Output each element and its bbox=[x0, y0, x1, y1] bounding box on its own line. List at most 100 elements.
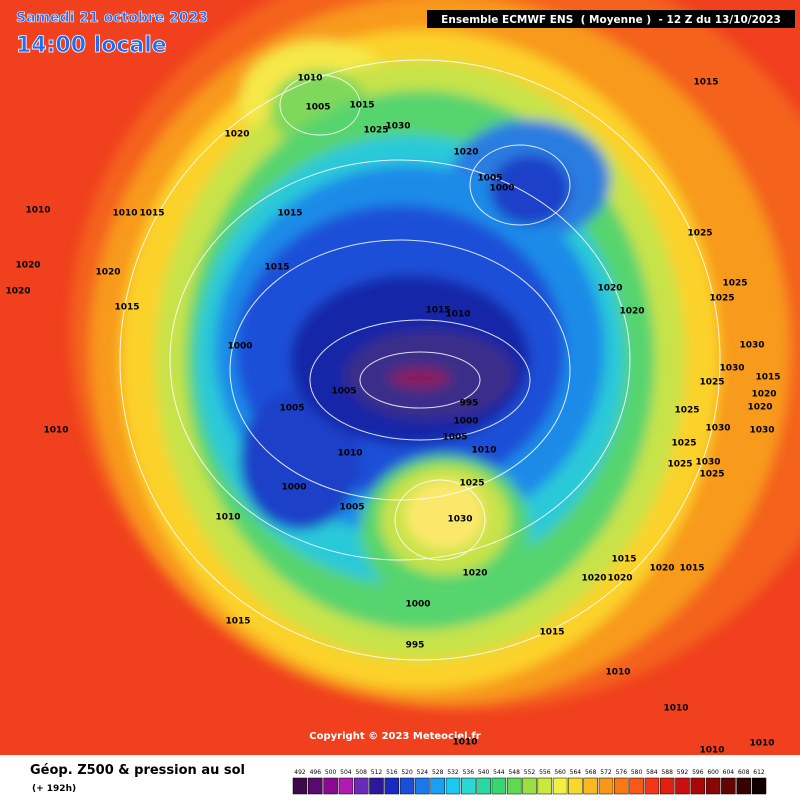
isobar-label: 1010 bbox=[43, 426, 68, 436]
isobar-label: 1005 bbox=[331, 387, 356, 397]
scale-swatch bbox=[736, 777, 751, 795]
scale-swatch bbox=[308, 777, 323, 795]
scale-label: 556 bbox=[539, 769, 551, 776]
scale-swatch bbox=[506, 777, 522, 795]
isobar-label: 1025 bbox=[699, 378, 724, 388]
isobar-label: 1015 bbox=[539, 628, 564, 638]
scale-label: 588 bbox=[661, 769, 673, 776]
scale-swatch bbox=[430, 777, 445, 795]
isobar-label: 1000 bbox=[405, 600, 430, 610]
isobar-label: 1025 bbox=[674, 406, 699, 416]
isobar-label: 1020 bbox=[649, 564, 674, 574]
isobar-label: 1005 bbox=[442, 433, 467, 443]
scale-label: 544 bbox=[493, 769, 505, 776]
isobar-label: 1010 bbox=[749, 739, 774, 749]
geopotential-field bbox=[0, 0, 800, 755]
scale-label: 576 bbox=[616, 769, 628, 776]
scale-swatch bbox=[491, 777, 507, 795]
scale-swatch bbox=[721, 777, 736, 795]
scale-label: 600 bbox=[707, 769, 719, 776]
isobar-label: 1000 bbox=[489, 184, 514, 194]
scale-label: 548 bbox=[508, 769, 520, 776]
isobar-label: 1015 bbox=[139, 209, 164, 219]
isobar-label: 1005 bbox=[477, 174, 502, 184]
isobar-label: 1030 bbox=[385, 122, 410, 132]
scale-swatch bbox=[384, 777, 400, 795]
isobar-label: 1025 bbox=[667, 460, 692, 470]
copyright: Copyright © 2023 Meteociel.fr bbox=[309, 731, 480, 742]
isobar-label: 1015 bbox=[693, 78, 718, 88]
scale-label: 532 bbox=[447, 769, 459, 776]
scale-label: 572 bbox=[600, 769, 612, 776]
scale-swatch bbox=[522, 777, 537, 795]
isobar-label: 1015 bbox=[225, 617, 250, 627]
isobar-label: 1010 bbox=[215, 513, 240, 523]
isobar-label: 995 bbox=[460, 399, 479, 409]
isobar-label: 1030 bbox=[739, 341, 764, 351]
footer-title: Géop. Z500 & pression au sol bbox=[30, 763, 245, 778]
scale-swatch bbox=[476, 777, 491, 795]
scale-label: 568 bbox=[585, 769, 597, 776]
scale-label: 608 bbox=[738, 769, 750, 776]
isobar-label: 1005 bbox=[339, 503, 364, 513]
isobar-label: 1025 bbox=[722, 279, 747, 289]
isobar-label: 995 bbox=[406, 641, 425, 651]
scale-swatch bbox=[445, 777, 461, 795]
scale-swatch bbox=[399, 777, 415, 795]
isobar-label: 1015 bbox=[114, 303, 139, 313]
scale-swatch bbox=[598, 777, 614, 795]
isobar-label: 1020 bbox=[15, 261, 40, 271]
isobar-label: 1010 bbox=[605, 668, 630, 678]
scale-label: 528 bbox=[432, 769, 444, 776]
scale-swatch bbox=[583, 777, 598, 795]
isobar-label: 1000 bbox=[227, 342, 252, 352]
isobar-label: 1030 bbox=[695, 458, 720, 468]
isobar-label: 1015 bbox=[611, 555, 636, 565]
isobar-label: 1025 bbox=[687, 229, 712, 239]
isobar-label: 1000 bbox=[281, 483, 306, 493]
scale-label: 500 bbox=[325, 769, 337, 776]
scale-label: 584 bbox=[646, 769, 658, 776]
isobar-label: 1020 bbox=[607, 574, 632, 584]
time: 14:00 locale bbox=[16, 33, 167, 58]
scale-label: 508 bbox=[355, 769, 367, 776]
isobar-label: 1020 bbox=[619, 307, 644, 317]
isobar-label: 1015 bbox=[755, 373, 780, 383]
isobar-label: 1020 bbox=[747, 403, 772, 413]
scale-swatch bbox=[705, 777, 721, 795]
isobar-label: 1000 bbox=[453, 417, 478, 427]
isobar-label: 1015 bbox=[425, 306, 450, 316]
isobar-label: 1015 bbox=[277, 209, 302, 219]
isobar-label: 1010 bbox=[112, 209, 137, 219]
date: Samedi 21 octobre 2023 bbox=[16, 10, 208, 26]
isobar-label: 1020 bbox=[224, 130, 249, 140]
isobar-label: 1025 bbox=[699, 470, 724, 480]
scale-label: 504 bbox=[340, 769, 352, 776]
scale-label: 604 bbox=[723, 769, 735, 776]
isobar-label: 1020 bbox=[453, 148, 478, 158]
isobar-label: 1030 bbox=[719, 364, 744, 374]
isobar-label: 1015 bbox=[679, 564, 704, 574]
scale-swatch bbox=[690, 777, 706, 795]
scale-label: 492 bbox=[294, 769, 306, 776]
scale-swatch bbox=[323, 777, 338, 795]
scale-label: 540 bbox=[478, 769, 490, 776]
isobar-label: 1010 bbox=[471, 446, 496, 456]
isobar-label: 1020 bbox=[95, 268, 120, 278]
scale-swatch bbox=[415, 777, 430, 795]
forecast-lead: (+ 192h) bbox=[32, 784, 76, 794]
isobar-label: 1020 bbox=[462, 569, 487, 579]
model-run: Ensemble ECMWF ENS ( Moyenne ) - 12 Z du… bbox=[441, 14, 781, 26]
scale-label: 516 bbox=[386, 769, 398, 776]
isobar-label: 1025 bbox=[459, 479, 484, 489]
scale-label: 536 bbox=[463, 769, 475, 776]
scale-swatch bbox=[461, 777, 476, 795]
isobar-label: 1015 bbox=[264, 263, 289, 273]
isobar-label: 1010 bbox=[297, 74, 322, 84]
isobar-label: 1010 bbox=[663, 704, 688, 714]
isobar-label: 1025 bbox=[709, 294, 734, 304]
scale-swatch bbox=[614, 777, 629, 795]
isobar-label: 1025 bbox=[671, 439, 696, 449]
